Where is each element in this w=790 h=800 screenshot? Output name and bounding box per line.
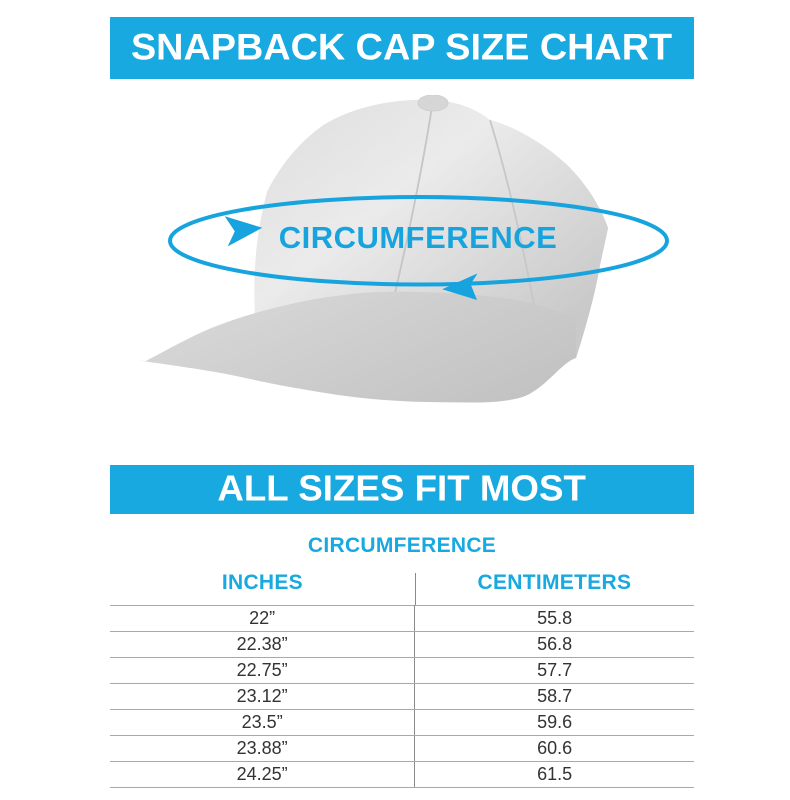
svg-text:CIRCUMFERENCE: CIRCUMFERENCE [279, 220, 558, 255]
